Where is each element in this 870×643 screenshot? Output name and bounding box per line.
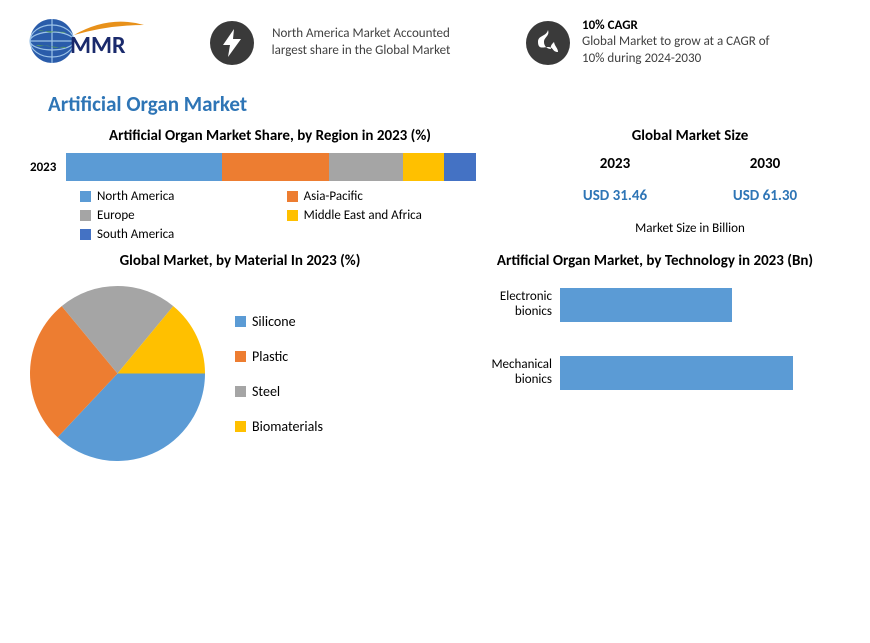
- material-pie-chart: Global Market, by Material In 2023 (%) S…: [30, 252, 450, 461]
- cagr-title: 10% CAGR: [582, 18, 638, 33]
- pie-legend-item-1: Plastic: [235, 348, 323, 365]
- tech-bar: [560, 356, 793, 390]
- mmr-logo: MMR: [20, 13, 150, 73]
- legend-swatch-icon: [235, 316, 246, 327]
- tech-bar: [560, 288, 732, 322]
- legend-swatch-icon: [287, 191, 298, 202]
- technology-bar-chart: Artificial Organ Market, by Technology i…: [470, 252, 840, 461]
- legend-label: Silicone: [252, 313, 296, 330]
- legend-swatch-icon: [80, 191, 91, 202]
- legend-swatch-icon: [80, 229, 91, 240]
- region-segment-1: [222, 153, 329, 181]
- legend-label: South America: [97, 227, 174, 242]
- market-size-years: 2023 2030: [540, 155, 840, 173]
- logo-text: MMR: [70, 31, 125, 60]
- legend-swatch-icon: [80, 210, 91, 221]
- legend-label: Plastic: [252, 348, 288, 365]
- market-size-year-1: 2030: [750, 155, 780, 173]
- header-stat-cagr-text: 10% CAGR Global Market to grow at a CAGR…: [582, 18, 772, 67]
- header-stat-region: North America Market Accounted largest s…: [210, 21, 456, 65]
- legend-label: Steel: [252, 383, 280, 400]
- technology-bar-title: Artificial Organ Market, by Technology i…: [470, 252, 840, 270]
- tech-bar-area: [560, 356, 830, 390]
- header: MMR North America Market Accounted large…: [0, 0, 870, 85]
- legend-swatch-icon: [235, 386, 246, 397]
- material-pie-wrap: Silicone Plastic Steel Biomaterials: [30, 278, 450, 461]
- legend-label: Biomaterials: [252, 418, 323, 435]
- market-size-values: USD 31.46 USD 61.30: [540, 187, 840, 205]
- header-stat-cagr: 10% CAGR Global Market to grow at a CAGR…: [526, 18, 772, 67]
- legend-swatch-icon: [235, 421, 246, 432]
- market-size-year-0: 2023: [600, 155, 630, 173]
- flame-icon: [526, 21, 570, 65]
- region-legend-item-0: North America: [80, 189, 263, 204]
- region-legend-item-1: Asia-Pacific: [287, 189, 510, 204]
- tech-label: Electronicbionics: [470, 290, 560, 320]
- region-segment-2: [329, 153, 403, 181]
- pie-legend-item-2: Steel: [235, 383, 323, 400]
- region-share-stacked-bar: [66, 153, 476, 181]
- market-size-val-1: USD 61.30: [733, 187, 797, 205]
- page-title: Artificial Organ Market: [48, 91, 870, 117]
- bolt-icon: [210, 21, 254, 65]
- market-size-val-0: USD 31.46: [583, 187, 647, 205]
- upper-row: Artificial Organ Market Share, by Region…: [0, 127, 870, 242]
- region-segment-3: [403, 153, 444, 181]
- technology-bar-body: Electronicbionics Mechanicalbionics: [470, 278, 840, 390]
- material-pie-title: Global Market, by Material In 2023 (%): [30, 252, 450, 270]
- region-segment-0: [66, 153, 222, 181]
- market-size-title: Global Market Size: [540, 127, 840, 145]
- cagr-desc: Global Market to grow at a CAGR of 10% d…: [582, 34, 770, 65]
- legend-label: Middle East and Africa: [304, 208, 422, 223]
- pie-legend-item-3: Biomaterials: [235, 418, 323, 435]
- legend-label: Asia-Pacific: [304, 189, 363, 204]
- tech-label: Mechanicalbionics: [470, 358, 560, 388]
- region-legend-item-4: South America: [80, 227, 263, 242]
- region-legend-item-2: Europe: [80, 208, 263, 223]
- region-share-legend: North America Asia-Pacific Europe Middle Ea…: [30, 189, 510, 242]
- legend-swatch-icon: [235, 351, 246, 362]
- lower-row: Global Market, by Material In 2023 (%) S…: [0, 242, 870, 461]
- material-pie-svg: [30, 286, 205, 461]
- market-size-footer: Market Size in Billion: [540, 221, 840, 236]
- tech-row-1: Mechanicalbionics: [470, 356, 830, 390]
- material-pie-legend: Silicone Plastic Steel Biomaterials: [235, 313, 323, 435]
- region-legend-item-3: Middle East and Africa: [287, 208, 510, 223]
- header-stat-region-text: North America Market Accounted largest s…: [266, 26, 456, 59]
- tech-row-0: Electronicbionics: [470, 288, 830, 322]
- region-share-title: Artificial Organ Market Share, by Region…: [30, 127, 510, 145]
- legend-swatch-icon: [287, 210, 298, 221]
- region-share-bar-wrap: 2023: [30, 153, 510, 181]
- globe-icon: [28, 17, 76, 65]
- legend-label: Europe: [97, 208, 135, 223]
- region-share-year: 2023: [30, 160, 56, 175]
- region-share-chart: Artificial Organ Market Share, by Region…: [30, 127, 510, 242]
- region-segment-4: [444, 153, 477, 181]
- tech-bar-area: [560, 288, 830, 322]
- pie-legend-item-0: Silicone: [235, 313, 323, 330]
- legend-label: North America: [97, 189, 174, 204]
- market-size-block: Global Market Size 2023 2030 USD 31.46 U…: [510, 127, 840, 242]
